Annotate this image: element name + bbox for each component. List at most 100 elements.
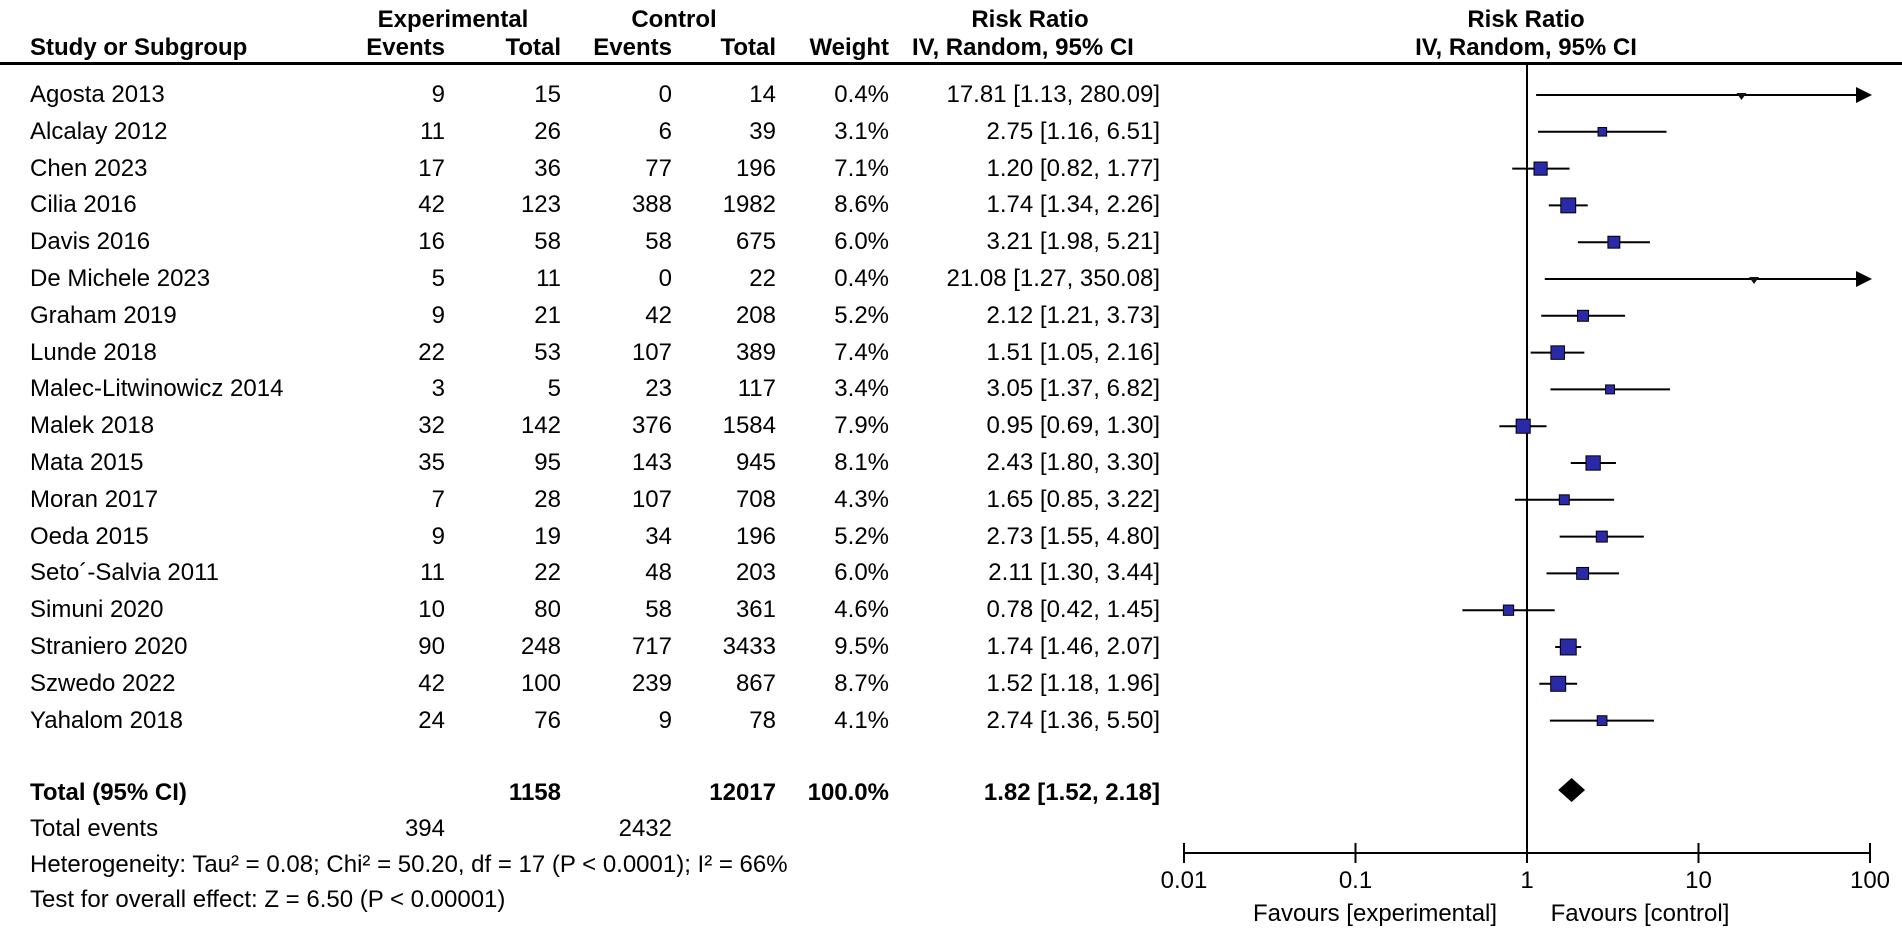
point-estimate-square [1607, 235, 1621, 249]
events-control: 239 [631, 669, 672, 697]
total-control: 78 [749, 706, 776, 734]
events-control: 48 [645, 559, 672, 587]
point-estimate-square [1596, 715, 1608, 726]
study-name: Simuni 2020 [30, 596, 164, 624]
weight-value: 3.4% [834, 375, 889, 403]
study-name: Alcalay 2012 [30, 117, 168, 145]
events-experimental: 5 [431, 265, 445, 292]
total-control: 196 [735, 154, 776, 182]
total-experimental: 26 [534, 117, 561, 145]
total-control: 208 [735, 301, 776, 329]
total-control: 22 [749, 265, 776, 292]
group-header-control: Control [631, 6, 717, 33]
ci-text: 2.43 [1.80, 3.30] [986, 449, 1160, 476]
study-name: Agosta 2013 [30, 81, 165, 108]
total-experimental: 123 [520, 191, 561, 219]
ci-text: 2.12 [1.21, 3.73] [986, 301, 1160, 329]
events-control: 143 [631, 449, 672, 476]
weight-value: 3.1% [834, 117, 889, 145]
x-axis-tick-label: 0.01 [1161, 867, 1208, 894]
weight-value: 5.2% [834, 301, 889, 329]
events-experimental: 9 [431, 301, 445, 329]
total-control: 203 [735, 559, 776, 587]
ci-text: 2.75 [1.16, 6.51] [986, 117, 1160, 145]
total-label: Total (95% CI) [30, 779, 187, 806]
x-axis-tick-label: 1 [1520, 867, 1533, 894]
point-estimate-square [1533, 161, 1548, 176]
favours-experimental-label: Favours [experimental] [1252, 900, 1498, 927]
x-axis-tick-label: 100 [1850, 867, 1890, 894]
study-row: Agosta 2013 9 15 0 14 0.4% 17.81 [1.13, 280.09… [0, 77, 1902, 114]
point-estimate-square [1576, 566, 1590, 580]
events-control: 107 [631, 338, 672, 366]
ci-text: 1.52 [1.18, 1.96] [986, 669, 1160, 697]
weight-value: 4.3% [834, 485, 889, 513]
total-events-label: Total events [30, 815, 159, 842]
events-control: 34 [645, 522, 672, 550]
total-experimental: 248 [520, 633, 561, 660]
events-experimental: 35 [418, 449, 445, 476]
total-control: 1584 [722, 412, 776, 440]
events-control: 107 [631, 485, 672, 513]
events-control: 58 [645, 228, 672, 256]
point-estimate-square [1502, 604, 1515, 616]
plot-title: Risk Ratio [1467, 6, 1585, 33]
study-name: Yahalom 2018 [30, 706, 183, 734]
ci-text: 2.11 [1.30, 3.44] [988, 559, 1160, 587]
ci-text: 0.95 [0.69, 1.30] [986, 412, 1160, 440]
column-header-total-2: Total [720, 34, 776, 61]
study-name: Szwedo 2022 [30, 669, 176, 697]
ci-text: 2.74 [1.36, 5.50] [986, 706, 1160, 734]
header-underline [0, 62, 1902, 65]
events-experimental: 9 [431, 81, 445, 108]
events-experimental: 11 [420, 559, 445, 587]
events-experimental: 11 [420, 117, 445, 145]
total-experimental: 11 [536, 265, 561, 292]
heterogeneity-stats: Heterogeneity: Tau² = 0.08; Chi² = 50.20… [30, 851, 788, 878]
weight-value: 8.7% [834, 669, 889, 697]
events-control: 23 [645, 375, 672, 403]
point-estimate-square [1550, 345, 1565, 360]
events-experimental: 9 [431, 522, 445, 550]
total-control: 708 [735, 485, 776, 513]
point-estimate-triangle [1749, 277, 1760, 284]
events-experimental: 16 [418, 228, 445, 256]
study-row: Yahalom 2018 24 76 9 78 4.1% 2.74 [1.36, 5.50] [0, 703, 1902, 740]
total-experimental: 36 [534, 154, 561, 182]
study-row: Straniero 2020 90 248 717 3433 9.5% 1.74 [1.46… [0, 629, 1902, 666]
x-axis-tick-label: 0.1 [1339, 867, 1372, 894]
total-experimental: 100 [520, 669, 561, 697]
study-name: Malek 2018 [30, 412, 155, 440]
arrow-right-icon [1856, 87, 1872, 103]
study-name: Moran 2017 [30, 485, 159, 513]
favours-control-label: Favours [control] [1550, 900, 1730, 927]
weight-value: 8.1% [834, 449, 889, 476]
study-name: Chen 2023 [30, 154, 148, 182]
study-row: Szwedo 2022 42 100 239 867 8.7% 1.52 [1.18, 1.… [0, 666, 1902, 703]
events-control: 58 [645, 596, 672, 624]
total-experimental: 21 [534, 301, 561, 329]
study-name: Straniero 2020 [30, 633, 188, 660]
x-axis-tick-label: 10 [1685, 867, 1712, 894]
total-experimental: 19 [534, 522, 561, 550]
study-row: Cilia 2016 42 123 388 1982 8.6% 1.74 [1.34, 2.… [0, 187, 1902, 224]
weight-value: 7.9% [834, 412, 889, 440]
column-header-total-1: Total [505, 34, 561, 61]
study-name: Davis 2016 [30, 228, 151, 256]
weight-value: 0.4% [834, 265, 889, 292]
study-name: De Michele 2023 [30, 265, 211, 292]
weight-value: 0.4% [834, 81, 889, 108]
weight-value: 6.0% [834, 559, 889, 587]
events-control: 42 [645, 301, 672, 329]
total-control: 1982 [722, 191, 776, 219]
total-diamond [1558, 778, 1586, 802]
column-header-events-2: Events [593, 34, 672, 61]
point-estimate-square [1605, 384, 1616, 395]
total-weight: 100.0% [807, 779, 889, 806]
ci-text: 3.05 [1.37, 6.82] [986, 375, 1160, 403]
total-experimental: 53 [534, 338, 561, 366]
total-control: 389 [735, 338, 776, 366]
ci-text: 1.65 [0.85, 3.22] [986, 485, 1160, 513]
total-control: 361 [735, 596, 776, 624]
